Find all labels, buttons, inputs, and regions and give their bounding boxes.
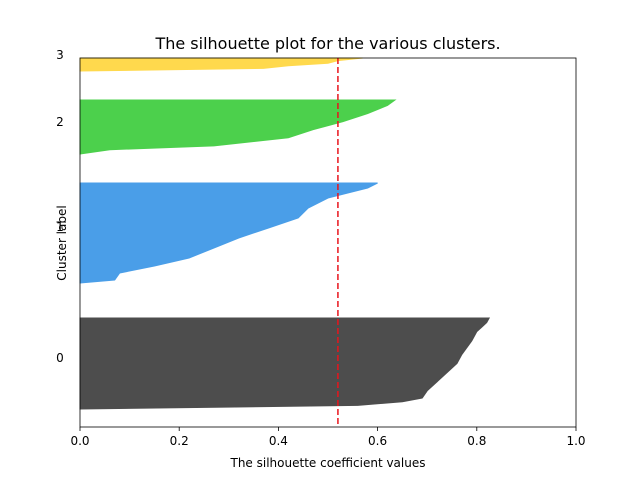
y-axis-ticks: 0 1 2 3 — [56, 48, 64, 365]
x-tick-label: 0.0 — [70, 434, 89, 448]
y-tick-label: 2 — [56, 115, 64, 129]
plot-frame — [79, 57, 577, 428]
x-tick-label: 1.0 — [566, 434, 585, 448]
x-tick-label: 0.6 — [368, 434, 387, 448]
x-axis-label: The silhouette coefficient values — [230, 456, 426, 470]
cluster-1-silhouette — [79, 182, 378, 284]
y-tick-label: 3 — [56, 48, 64, 62]
x-tick-label: 0.4 — [269, 434, 288, 448]
y-tick-label: 0 — [56, 351, 64, 365]
chart-title: The silhouette plot for the various clus… — [154, 34, 500, 53]
cluster-0-silhouette — [79, 317, 491, 410]
y-axis-label: Cluster label — [55, 205, 69, 280]
cluster-2-silhouette — [79, 99, 397, 155]
x-axis-ticks: 0.0 0.2 0.4 0.6 0.8 1.0 — [70, 427, 586, 448]
x-tick-label: 0.8 — [467, 434, 486, 448]
y-tick-label: 1 — [56, 220, 64, 234]
x-tick-label: 0.2 — [170, 434, 189, 448]
